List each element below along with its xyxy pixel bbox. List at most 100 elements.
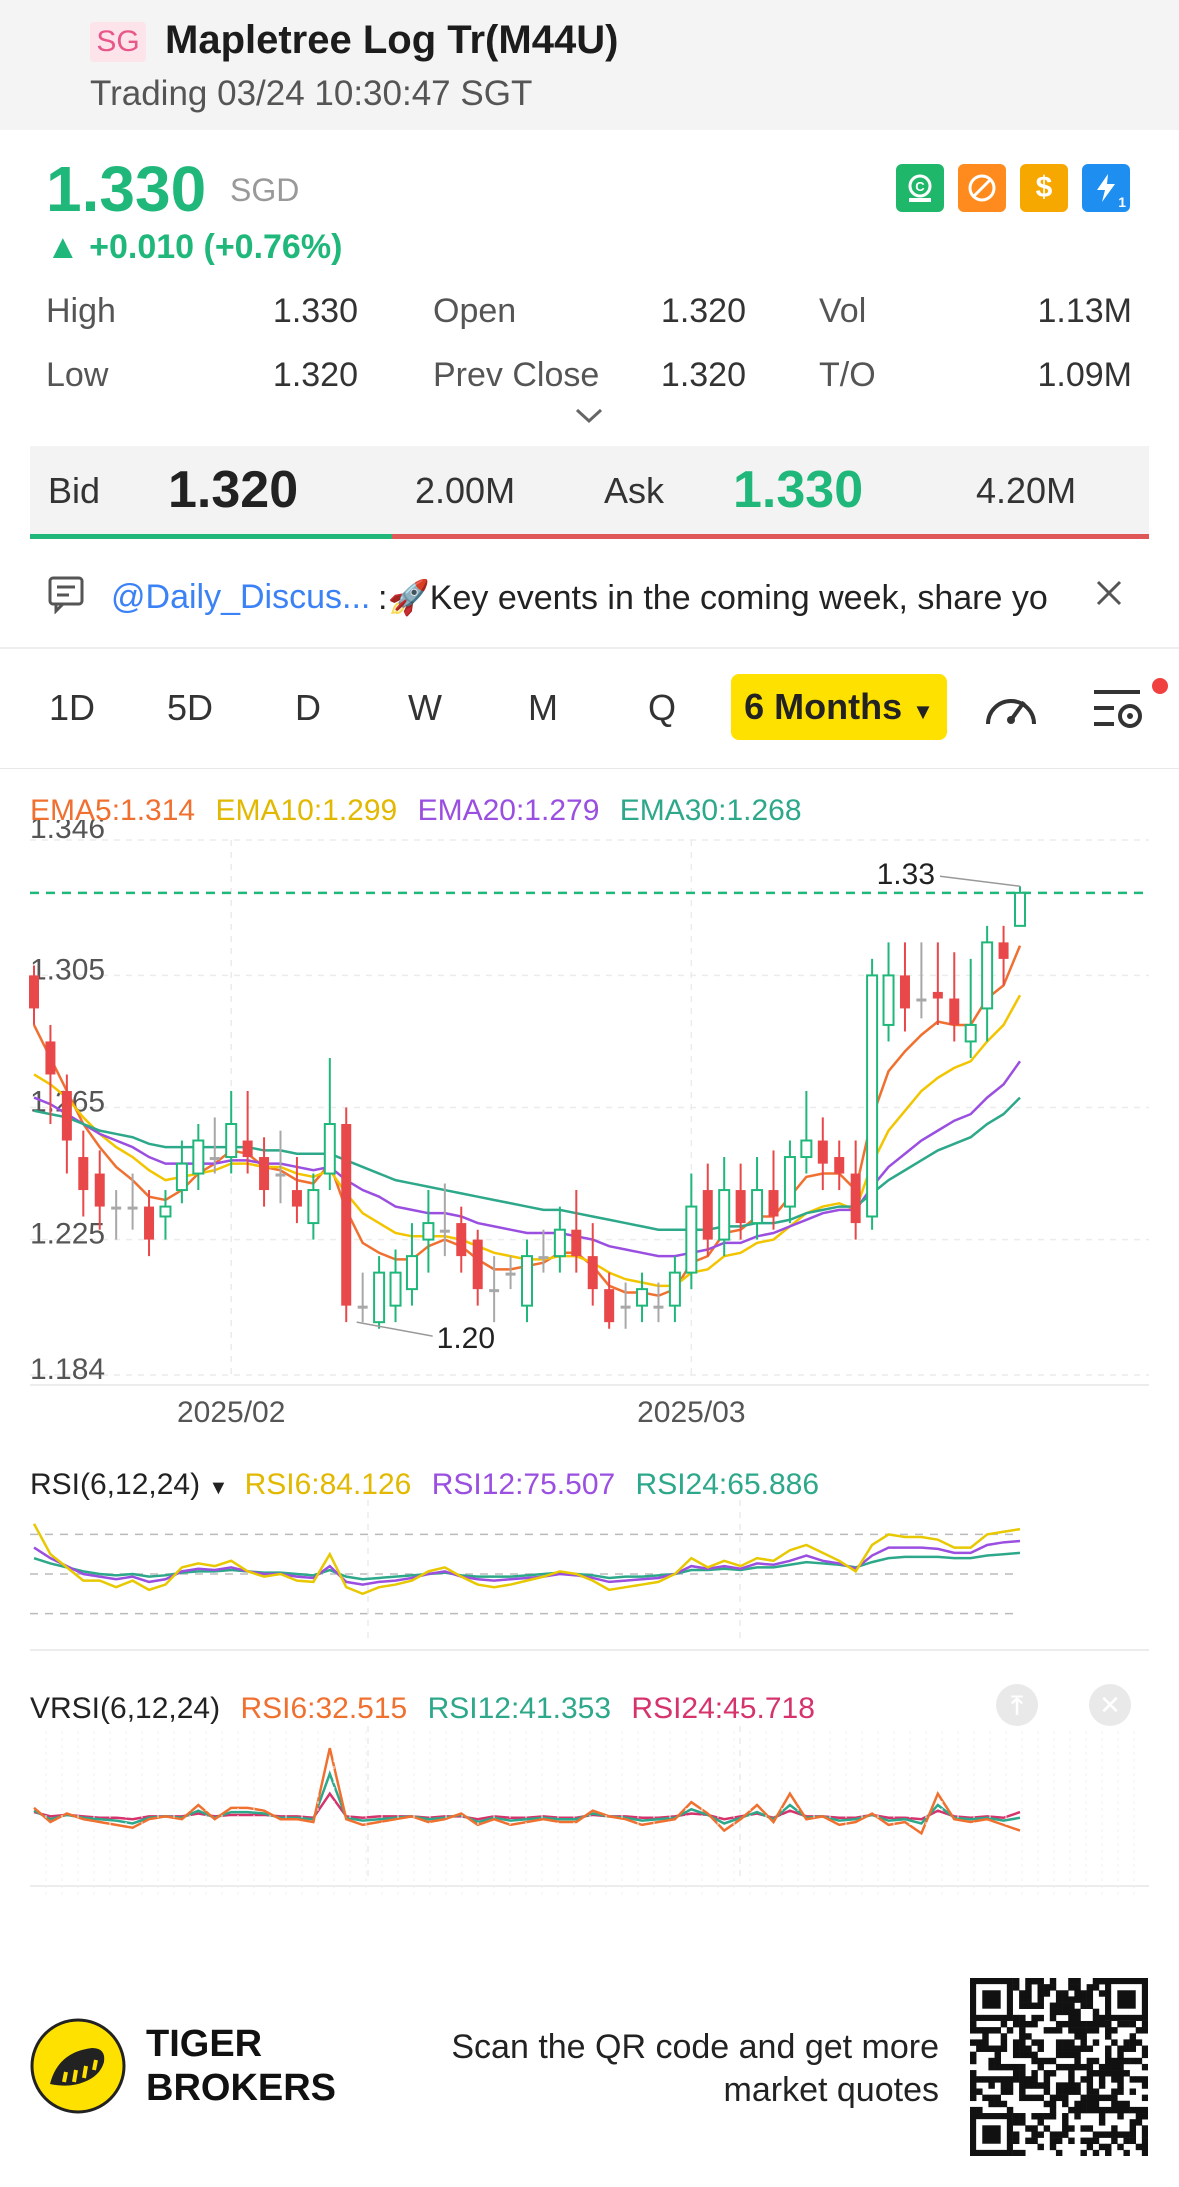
candle-body (882, 974, 895, 1026)
qr-module (1080, 1996, 1087, 2003)
qr-module (1000, 2020, 1008, 2028)
qr-code[interactable] (970, 1978, 1148, 2156)
qr-module (1086, 2063, 1094, 2071)
qr-module (1141, 2076, 1148, 2083)
qr-module (1092, 2088, 1100, 2095)
qr-module (1031, 2125, 1038, 2132)
qr-module (988, 2100, 995, 2108)
rsi-legend: RSI(6,12,24) ▼ RSI6:84.126 RSI12:75.507 … (30, 1468, 819, 1502)
rsi-indicator-label[interactable]: RSI(6,12,24) (30, 1468, 201, 1501)
qr-module (1043, 2070, 1051, 2077)
flash-icon[interactable]: 1 (1082, 164, 1130, 212)
qr-module (1129, 2039, 1137, 2046)
news-author-link[interactable]: @Daily_Discus... (111, 578, 371, 616)
qr-module (1037, 1984, 1044, 1991)
qr-module (970, 2076, 977, 2083)
tab-m[interactable]: M (528, 687, 558, 728)
qr-module (1117, 2143, 1124, 2151)
qr-module (1025, 2045, 1032, 2052)
qr-module (1031, 1978, 1038, 1985)
chart-settings-icon[interactable] (1090, 678, 1168, 739)
tab-6-months[interactable]: 6 Months ▼ (731, 674, 947, 740)
qr-module (1080, 2002, 1087, 2009)
no-short-icon[interactable] (958, 164, 1006, 212)
candle-body (587, 1256, 598, 1290)
y-tick-label: 1.305 (30, 953, 105, 986)
qr-module (1055, 2027, 1063, 2034)
qr-module (1043, 2100, 1051, 2108)
close-icon[interactable] (1092, 576, 1126, 615)
qr-module (1111, 2039, 1118, 2046)
candle-body (127, 1206, 138, 1210)
qr-module (1117, 2082, 1124, 2089)
qr-module (1135, 2143, 1143, 2151)
rsi12-legend: RSI12:75.507 (431, 1468, 616, 1501)
pin-top-icon[interactable]: ⤒ (996, 1684, 1038, 1726)
gauge-icon[interactable] (980, 682, 1042, 737)
tab-q[interactable]: Q (647, 687, 676, 728)
last-price: 1.330 (46, 153, 207, 225)
qr-module (988, 2063, 995, 2071)
qr-module (1086, 2137, 1094, 2145)
qr-module (1055, 2045, 1063, 2052)
expand-chevron-icon[interactable] (573, 406, 605, 431)
qr-module (1012, 2076, 1020, 2083)
candle-body (553, 1228, 566, 1258)
vrsi-chart[interactable] (0, 1726, 1179, 1906)
dropdown-caret-icon[interactable]: ▼ (208, 1477, 229, 1499)
qr-module (1111, 2137, 1118, 2145)
rsi-chart[interactable] (0, 1500, 1179, 1670)
tab-d[interactable]: D (295, 687, 321, 728)
qr-module (1031, 2113, 1038, 2120)
dollar-icon[interactable]: $ (1020, 164, 1068, 212)
news-ticker[interactable]: @Daily_Discus... :🚀Key events in the com… (46, 560, 1146, 628)
candlestick-chart[interactable]: 1.3461.3051.2651.2251.1842025/022025/031… (0, 820, 1179, 1440)
tab-5d[interactable]: 5D (166, 687, 214, 728)
qr-module (1037, 2143, 1044, 2151)
qr-module (1049, 2143, 1057, 2151)
candle-body (1014, 891, 1026, 927)
candle-body (225, 1123, 238, 1159)
qr-module (1049, 2008, 1057, 2016)
qr-module (970, 2051, 977, 2059)
qr-module (1037, 2057, 1044, 2065)
currency-exchange-icon[interactable]: C (896, 164, 944, 212)
qr-module (1080, 2137, 1087, 2145)
vrsi-indicator-label[interactable]: VRSI(6,12,24) (30, 1692, 221, 1725)
qr-module (1012, 2063, 1020, 2071)
qr-module (1111, 2088, 1118, 2095)
tab-1d[interactable]: 1D (48, 687, 96, 728)
qr-module (1037, 2045, 1044, 2052)
vrsi24-legend: RSI24:45.718 (631, 1692, 815, 1725)
qr-module (1111, 2100, 1118, 2108)
qr-module (1129, 2076, 1137, 2083)
candle-body (159, 1205, 172, 1218)
qr-module (1080, 1990, 1087, 1997)
tab-w[interactable]: W (408, 687, 442, 728)
qr-module (1043, 2057, 1051, 2065)
volume-value: 1.13M (1037, 292, 1133, 330)
candle-body (78, 1157, 89, 1191)
qr-module (1049, 2014, 1057, 2022)
top-bar (0, 0, 1179, 130)
qr-module (994, 2076, 1001, 2083)
bid-strength-bar (30, 534, 392, 539)
qr-module (1037, 1990, 1044, 1997)
qr-module (1019, 1996, 1026, 2003)
qr-module (1012, 2113, 1020, 2120)
qr-module (1092, 2137, 1100, 2145)
qr-module (1074, 2020, 1081, 2028)
qr-module (1141, 2125, 1148, 2132)
qr-module (1141, 2149, 1148, 2156)
brand-name: TIGER BROKERS (146, 2022, 336, 2110)
candle-body (307, 1189, 320, 1225)
qr-module (1043, 2113, 1051, 2120)
close-indicator-icon[interactable]: ✕ (1089, 1684, 1131, 1726)
qr-module (1068, 1984, 1075, 1991)
qr-module (1000, 2063, 1008, 2071)
qr-module (1031, 2070, 1038, 2077)
qr-module (1068, 2076, 1075, 2083)
qr-module (1129, 2119, 1137, 2126)
qr-module (1062, 2113, 1069, 2120)
news-headline[interactable]: :🚀Key events in the coming week, share y… (378, 579, 1048, 617)
